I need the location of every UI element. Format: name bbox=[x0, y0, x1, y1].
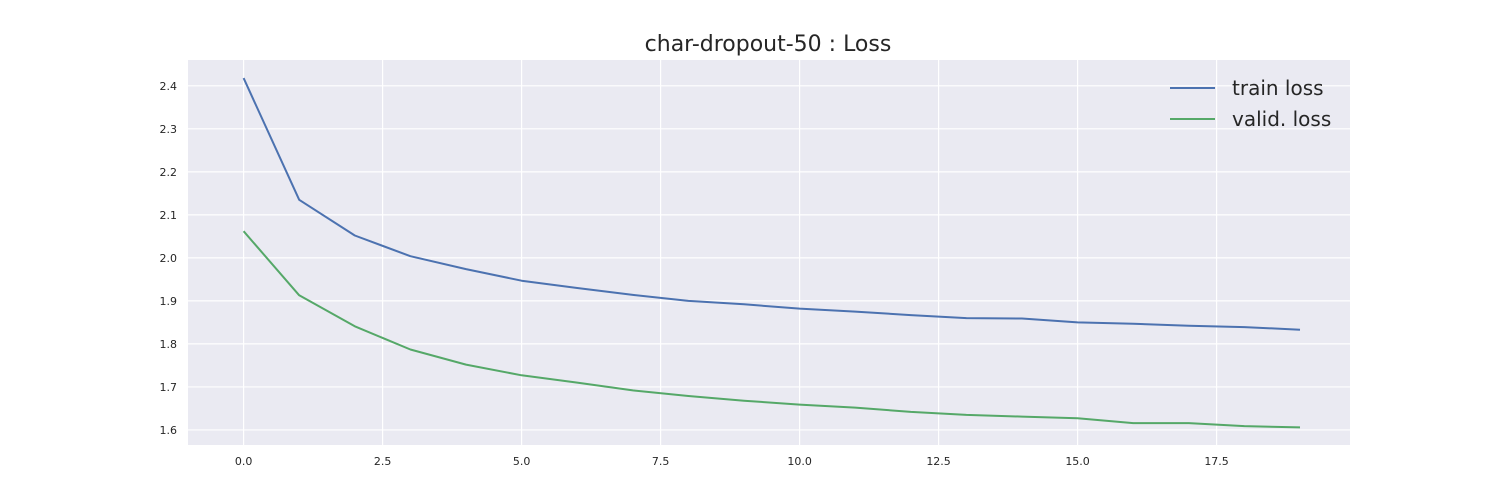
train-loss-line bbox=[242, 77, 1301, 331]
y-tick-label: 1.6 bbox=[160, 424, 178, 437]
y-tick-label: 2.1 bbox=[160, 209, 178, 222]
chart-title: char-dropout-50 : Loss bbox=[645, 32, 892, 57]
x-tick-label: 17.5 bbox=[1204, 455, 1229, 468]
x-tick-label: 15.0 bbox=[1065, 455, 1090, 468]
legend-label: train loss bbox=[1232, 76, 1324, 100]
x-tick-label: 12.5 bbox=[926, 455, 951, 468]
x-tick-label: 10.0 bbox=[787, 455, 812, 468]
x-tick-label: 2.5 bbox=[374, 455, 392, 468]
series-lines bbox=[242, 77, 1301, 429]
y-tick-label: 2.0 bbox=[160, 252, 178, 265]
y-tick-label: 2.3 bbox=[160, 123, 178, 136]
y-tick-label: 1.8 bbox=[160, 338, 178, 351]
y-tick-label: 2.4 bbox=[160, 80, 178, 93]
y-tick-label: 2.2 bbox=[160, 166, 178, 179]
plot-area bbox=[188, 60, 1350, 445]
x-tick-label: 0.0 bbox=[235, 455, 253, 468]
legend: train loss valid. loss bbox=[1170, 76, 1331, 131]
x-tick-label: 7.5 bbox=[652, 455, 670, 468]
y-tick-label: 1.7 bbox=[160, 381, 178, 394]
legend-label: valid. loss bbox=[1232, 107, 1331, 131]
y-tick-label: 1.9 bbox=[160, 295, 178, 308]
x-tick-label: 5.0 bbox=[513, 455, 531, 468]
grid bbox=[188, 60, 1350, 445]
tick-labels: 0.0 2.5 5.0 7.5 10.0 12.5 15.0 17.5 1.6 1.7 1.8 1.9… bbox=[160, 80, 1229, 468]
valid-loss-line bbox=[242, 230, 1301, 429]
